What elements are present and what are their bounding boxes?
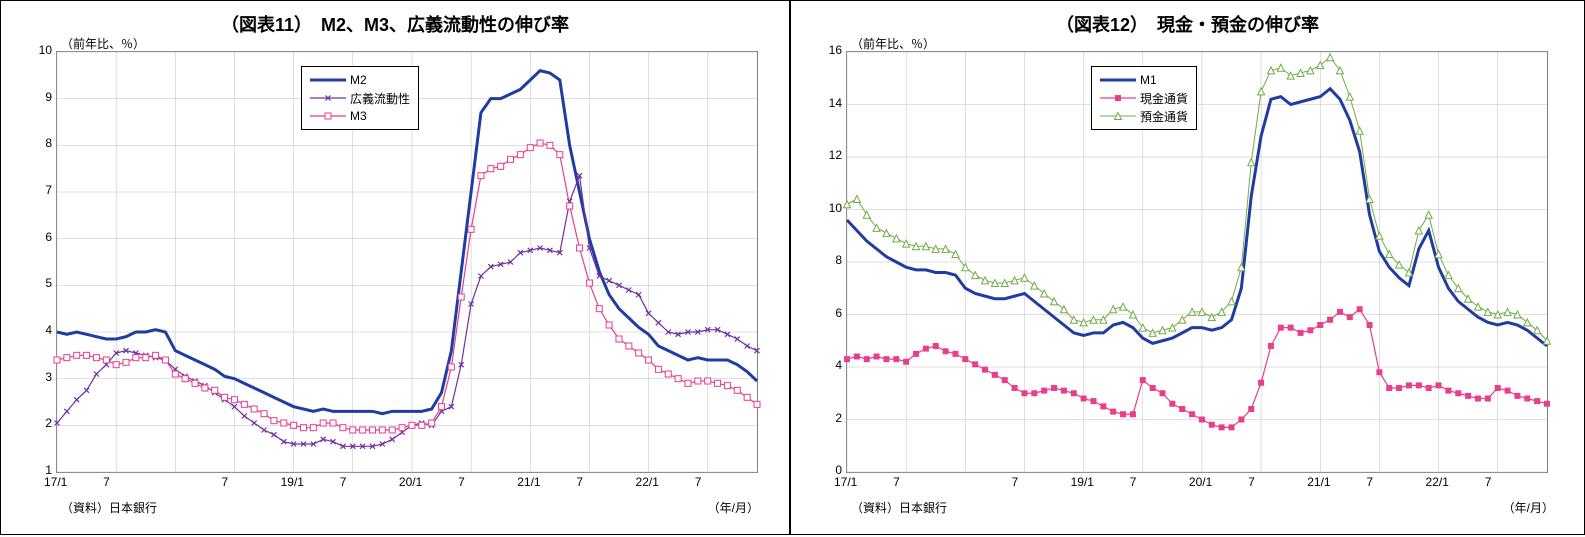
xtick-label: 7 — [340, 475, 347, 489]
ytick-label: 16 — [829, 43, 842, 57]
legend-swatch — [1100, 109, 1136, 123]
legend-swatch — [310, 73, 346, 87]
legend-label: M1 — [1140, 73, 1157, 87]
ytick-label: 7 — [45, 183, 52, 197]
xtick-label: 7 — [576, 475, 583, 489]
chart11-xlabel: （年/月） — [708, 499, 759, 516]
chart11-panel: （図表11） M2、M3、広義流動性の伸び率 （前年比、％） （資料）日本銀行 … — [0, 0, 790, 535]
chart12-xlabel: （年/月） — [1503, 499, 1554, 516]
xtick-label: 19/1 — [281, 475, 304, 489]
xtick-label: 20/1 — [1189, 475, 1212, 489]
xtick-label: 7 — [1011, 475, 1018, 489]
xtick-label: 22/1 — [1426, 475, 1449, 489]
ytick-label: 4 — [835, 358, 842, 372]
ytick-label: 4 — [45, 323, 52, 337]
legend-swatch — [1100, 73, 1136, 87]
legend-label: M2 — [350, 73, 367, 87]
ytick-label: 6 — [45, 230, 52, 244]
ytick-label: 9 — [45, 90, 52, 104]
xtick-label: 7 — [1485, 475, 1492, 489]
chart11-source: （資料）日本銀行 — [61, 499, 157, 516]
xtick-label: 17/1 — [834, 475, 857, 489]
ytick-label: 2 — [835, 411, 842, 425]
xtick-label: 19/1 — [1071, 475, 1094, 489]
legend-row: M3 — [310, 107, 410, 125]
legend-row: M2 — [310, 71, 410, 89]
xtick-label: 7 — [893, 475, 900, 489]
legend-label: 広義流動性 — [350, 90, 410, 107]
xtick-label: 17/1 — [44, 475, 67, 489]
legend-row: 広義流動性 — [310, 89, 410, 107]
legend-row: 現金通貨 — [1100, 89, 1188, 107]
chart12-legend: M1 現金通貨預金通貨 — [1091, 66, 1197, 130]
ytick-label: 3 — [45, 370, 52, 384]
ytick-label: 10 — [829, 201, 842, 215]
chart11-legend: M2 広義流動性 M3 — [301, 66, 419, 130]
xtick-label: 7 — [103, 475, 110, 489]
ytick-label: 6 — [835, 306, 842, 320]
ytick-label: 14 — [829, 96, 842, 110]
chart12-source: （資料）日本銀行 — [851, 499, 947, 516]
xtick-label: 7 — [695, 475, 702, 489]
xtick-label: 7 — [1366, 475, 1373, 489]
ytick-label: 8 — [835, 253, 842, 267]
chart12-ylabel: （前年比、％） — [851, 35, 935, 52]
legend-row: M1 — [1100, 71, 1188, 89]
xtick-label: 7 — [458, 475, 465, 489]
xtick-label: 21/1 — [517, 475, 540, 489]
xtick-label: 21/1 — [1307, 475, 1330, 489]
xtick-label: 7 — [1248, 475, 1255, 489]
chart12-panel: （図表12） 現金・預金の伸び率 （前年比、％） （資料）日本銀行 （年/月） … — [790, 0, 1585, 535]
xtick-label: 7 — [221, 475, 228, 489]
xtick-label: 7 — [1130, 475, 1137, 489]
legend-label: M3 — [350, 109, 367, 123]
xtick-label: 20/1 — [399, 475, 422, 489]
chart12-title: （図表12） 現金・預金の伸び率 — [791, 11, 1584, 37]
ytick-label: 2 — [45, 416, 52, 430]
xtick-label: 22/1 — [636, 475, 659, 489]
legend-swatch — [1100, 91, 1136, 105]
ytick-label: 10 — [39, 43, 52, 57]
legend-swatch — [310, 91, 346, 105]
legend-swatch — [310, 109, 346, 123]
chart11-ylabel: （前年比、％） — [61, 35, 145, 52]
legend-row: 預金通貨 — [1100, 107, 1188, 125]
chart11-title: （図表11） M2、M3、広義流動性の伸び率 — [1, 11, 789, 37]
ytick-label: 5 — [45, 276, 52, 290]
container: （図表11） M2、M3、広義流動性の伸び率 （前年比、％） （資料）日本銀行 … — [0, 0, 1585, 537]
ytick-label: 8 — [45, 136, 52, 150]
ytick-label: 12 — [829, 148, 842, 162]
legend-label: 預金通貨 — [1140, 108, 1188, 125]
legend-label: 現金通貨 — [1140, 90, 1188, 107]
